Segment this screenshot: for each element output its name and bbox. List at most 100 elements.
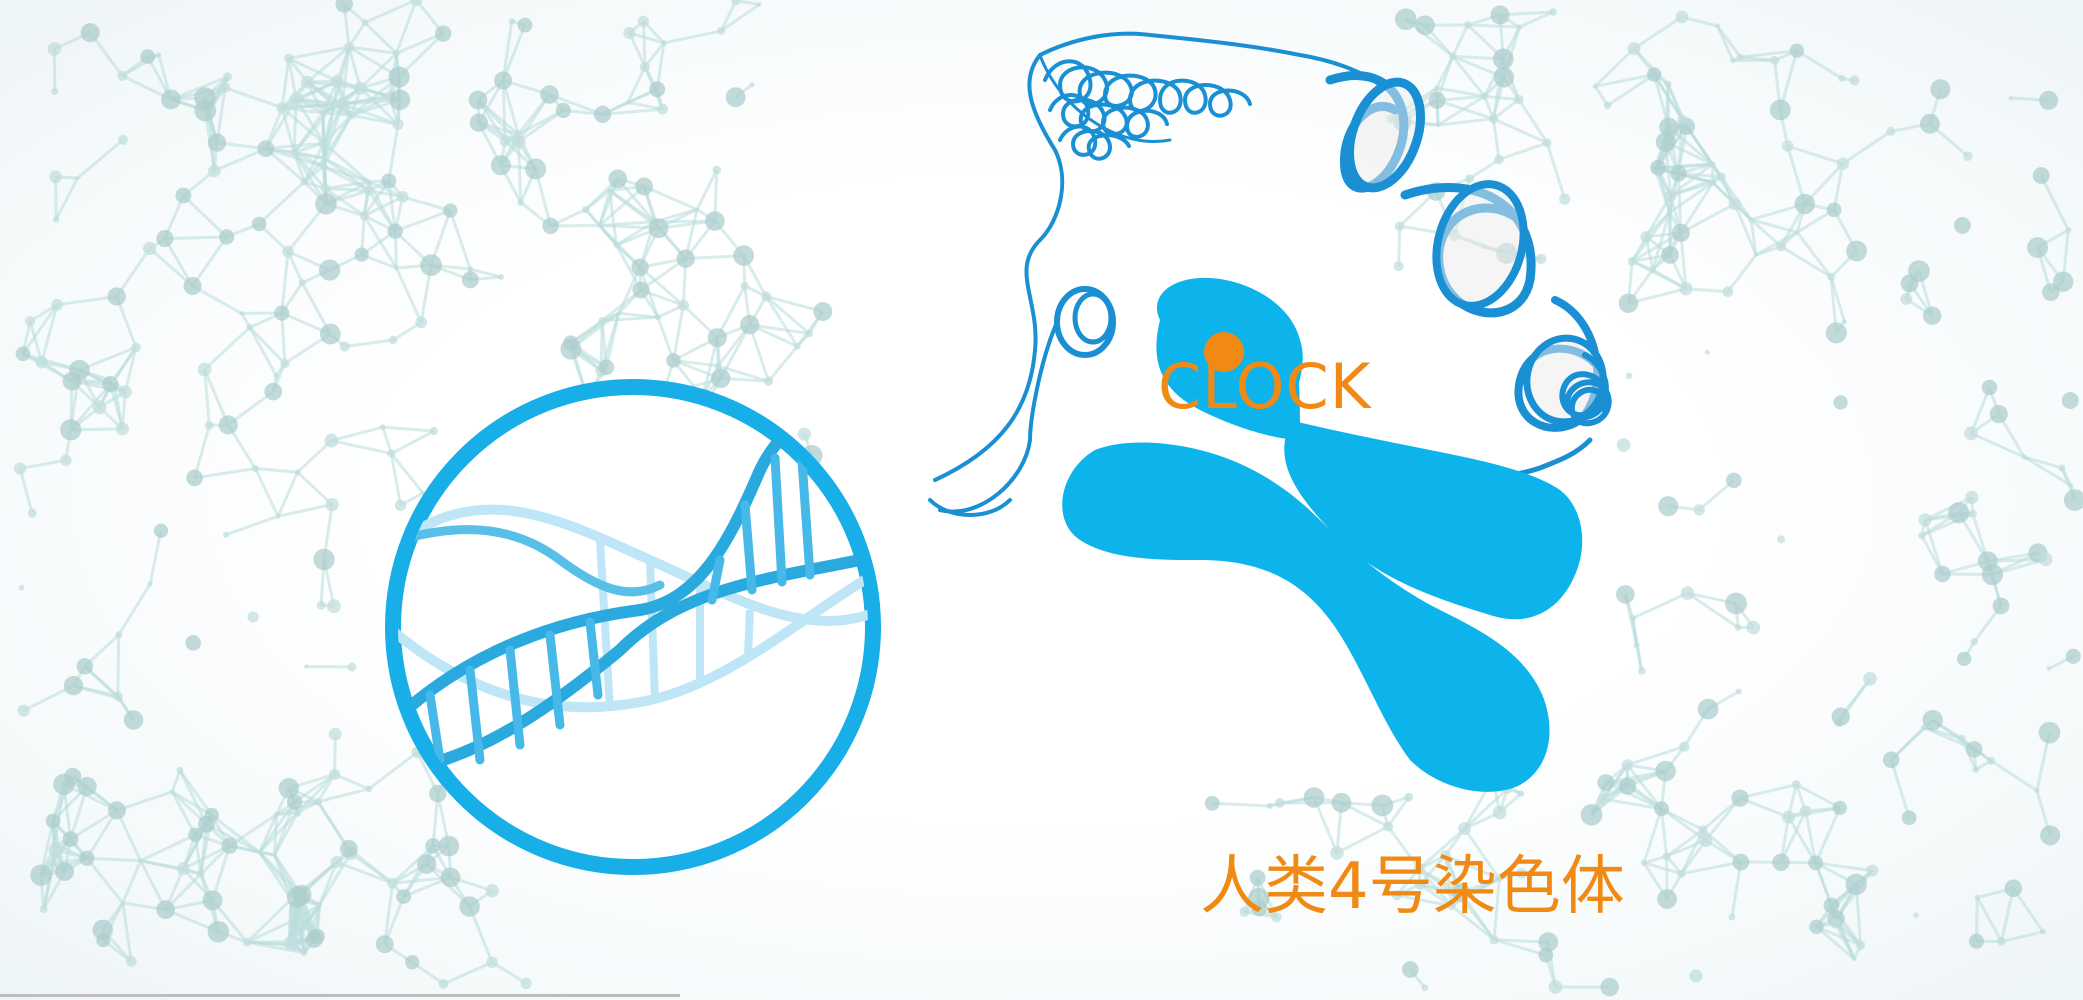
- network-node: [1488, 114, 1499, 124]
- network-node: [1514, 94, 1524, 105]
- network-link: [1788, 806, 1841, 819]
- network-node: [1415, 15, 1435, 36]
- network-node: [1831, 707, 1850, 726]
- network-link: [324, 187, 366, 217]
- network-node: [207, 920, 230, 943]
- network-node: [1402, 961, 1419, 978]
- network-link: [318, 852, 352, 906]
- network-node: [608, 169, 628, 189]
- network-node: [1972, 766, 1979, 773]
- network-node: [320, 110, 326, 116]
- network-link: [1704, 797, 1742, 842]
- network-link: [1679, 232, 1688, 289]
- network-link: [258, 814, 278, 853]
- network-link: [767, 345, 799, 383]
- network-node: [75, 176, 80, 181]
- network-node: [1625, 372, 1633, 380]
- network-node: [1615, 585, 1635, 604]
- network-link: [1605, 781, 1663, 811]
- network-link: [148, 247, 194, 288]
- network-link: [395, 32, 444, 55]
- network-node: [388, 66, 410, 88]
- network-node: [1640, 231, 1652, 243]
- network-link: [288, 45, 350, 60]
- network-link: [367, 189, 397, 233]
- network-node: [218, 415, 238, 435]
- network-node: [326, 599, 341, 614]
- network-node: [1781, 140, 1794, 152]
- network-link: [1796, 49, 1843, 80]
- network-node: [1414, 879, 1426, 890]
- network-node: [1970, 637, 1978, 646]
- network-link: [182, 844, 231, 871]
- network-link: [178, 769, 208, 825]
- network-link: [19, 458, 67, 470]
- network-link: [148, 530, 163, 585]
- network-node: [1677, 869, 1686, 878]
- network-node: [1918, 513, 1932, 527]
- network-link: [76, 138, 125, 180]
- network-node: [2046, 666, 2051, 671]
- network-node: [2034, 788, 2040, 794]
- network-link: [584, 189, 611, 211]
- network-link: [85, 857, 124, 904]
- network-node: [1516, 24, 1522, 30]
- network-link: [323, 157, 370, 192]
- network-node: [1900, 293, 1913, 306]
- network-node: [222, 531, 230, 538]
- network-link: [389, 453, 403, 506]
- network-node: [1679, 282, 1693, 296]
- network-node: [1794, 193, 1816, 215]
- network-link: [331, 439, 392, 456]
- network-node: [1732, 853, 1750, 871]
- network-node: [347, 662, 357, 672]
- network-node: [1404, 792, 1414, 802]
- network-link: [598, 185, 646, 227]
- network-link: [331, 425, 384, 443]
- network-link: [1975, 896, 2003, 943]
- network-node: [1661, 245, 1679, 264]
- network-link: [112, 346, 138, 382]
- network-link: [205, 822, 261, 854]
- network-link: [1990, 759, 2038, 792]
- network-node: [1728, 913, 1736, 921]
- network-node: [339, 341, 350, 352]
- network-node: [1886, 126, 1896, 136]
- network-link: [1668, 181, 1714, 214]
- network-node: [221, 837, 238, 854]
- network-node: [389, 89, 411, 110]
- network-node: [2063, 489, 2083, 511]
- network-link: [259, 850, 275, 857]
- network-node: [396, 889, 412, 904]
- network-link: [293, 773, 336, 804]
- network-link: [1780, 245, 1832, 279]
- network-node: [288, 896, 294, 903]
- network-link: [1665, 838, 1707, 858]
- network-node: [1799, 805, 1812, 817]
- network-node: [284, 53, 294, 64]
- network-node: [1746, 620, 1761, 635]
- network-link: [246, 898, 293, 944]
- network-node: [694, 207, 700, 212]
- network-node: [219, 82, 231, 93]
- network-node: [525, 158, 547, 180]
- network-node: [1627, 256, 1637, 266]
- network-node: [1597, 793, 1608, 805]
- network-node: [632, 281, 650, 299]
- network-node: [290, 148, 299, 157]
- network-node: [805, 329, 814, 338]
- network-link: [381, 426, 393, 455]
- network-node: [394, 499, 407, 512]
- network-link: [295, 97, 352, 117]
- network-link: [363, 21, 398, 55]
- network-node: [467, 266, 474, 272]
- network-node: [344, 42, 355, 53]
- network-link: [280, 313, 287, 364]
- network-link: [193, 424, 211, 479]
- network-node: [1597, 774, 1615, 792]
- network-link: [54, 177, 79, 221]
- network-node: [45, 813, 61, 829]
- network-node: [140, 49, 156, 64]
- network-node: [347, 111, 356, 120]
- network-link: [1436, 86, 1485, 98]
